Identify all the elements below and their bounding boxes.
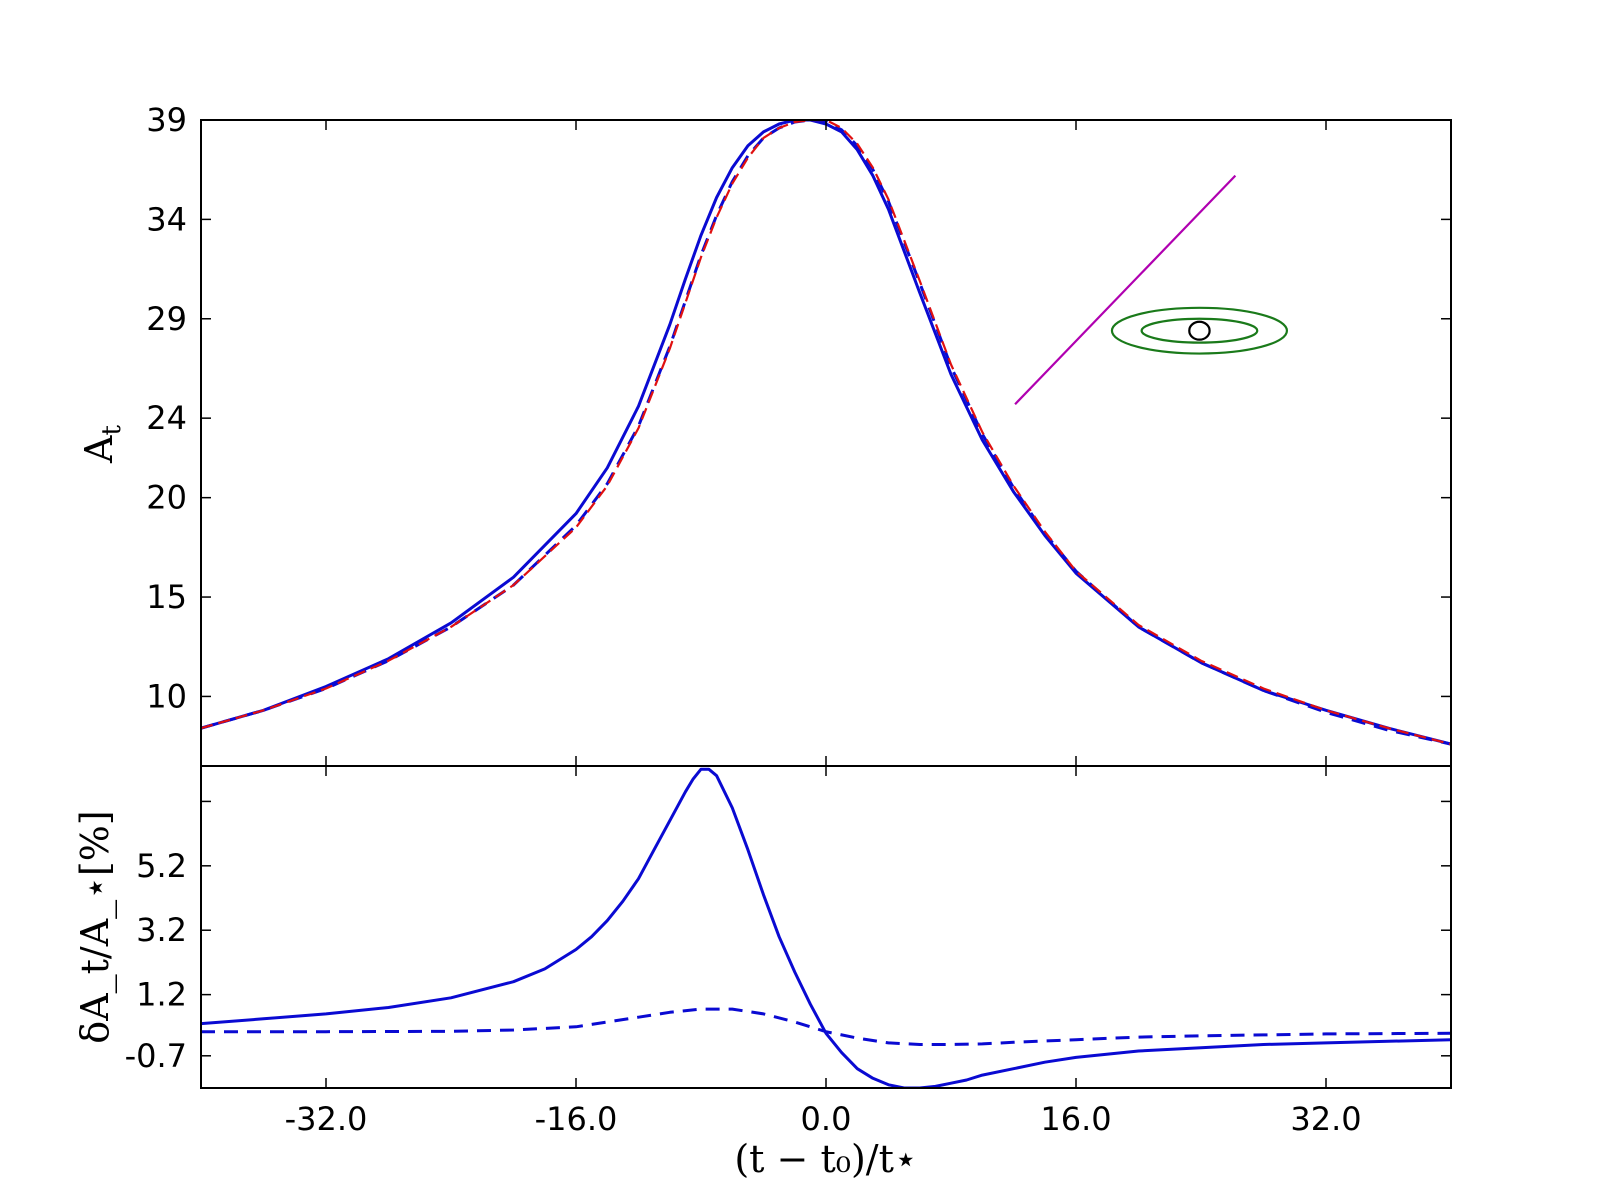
top-ytick-label: 34 — [146, 200, 187, 238]
top-ticks: 10 15 20 24 29 34 39 — [146, 101, 1451, 766]
bottom-ytick-label: 5.2 — [136, 847, 187, 885]
lens-geometry-inset — [1014, 174, 1289, 406]
bottom-xtick-label: 32.0 — [1290, 1100, 1361, 1138]
bottom-xtick-label: -32.0 — [285, 1100, 368, 1138]
bottom-xlabel: (t − t₀)/t⋆ — [734, 1137, 917, 1181]
bottom-ylabel: δA_t/A_⋆[%] — [73, 810, 118, 1043]
top-ytick-label: 39 — [146, 101, 187, 139]
top-panel: 10 15 20 24 29 34 39 At — [77, 101, 1452, 767]
top-ylabel-main: A — [77, 435, 121, 464]
bottom-series-dashed-line — [201, 1007, 1451, 1046]
top-ylabel-sub: t — [97, 425, 127, 436]
bottom-ticks: -0.7 1.2 3.2 5.2 -32.0 -16.0 0.0 16.0 32.0 — [125, 766, 1451, 1138]
top-ylabel: At — [77, 425, 127, 464]
top-ytick-label: 10 — [146, 677, 187, 715]
bottom-series-group — [201, 767, 1451, 1088]
bottom-xtick-label: -16.0 — [535, 1100, 618, 1138]
bottom-xtick-label: 0.0 — [801, 1100, 852, 1138]
bottom-xtick-label: 16.0 — [1040, 1100, 1111, 1138]
inner-ellipse — [1140, 317, 1259, 344]
bottom-ytick-label: -0.7 — [125, 1037, 187, 1075]
top-ytick-label: 15 — [146, 578, 187, 616]
bottom-ytick-label: 1.2 — [136, 976, 187, 1014]
bottom-ytick-label: 3.2 — [136, 911, 187, 949]
top-ytick-label: 29 — [146, 300, 187, 338]
outer-ellipse — [1110, 306, 1289, 355]
top-ytick-label: 20 — [146, 479, 187, 517]
top-ytick-label: 24 — [146, 399, 187, 437]
bottom-panel: -0.7 1.2 3.2 5.2 -32.0 -16.0 0.0 16.0 32.0 δA_t/… — [73, 765, 1452, 1181]
bottom-series-solid-line — [201, 767, 1451, 1088]
source-circle — [1188, 320, 1211, 341]
source-trajectory-line — [1014, 174, 1237, 406]
